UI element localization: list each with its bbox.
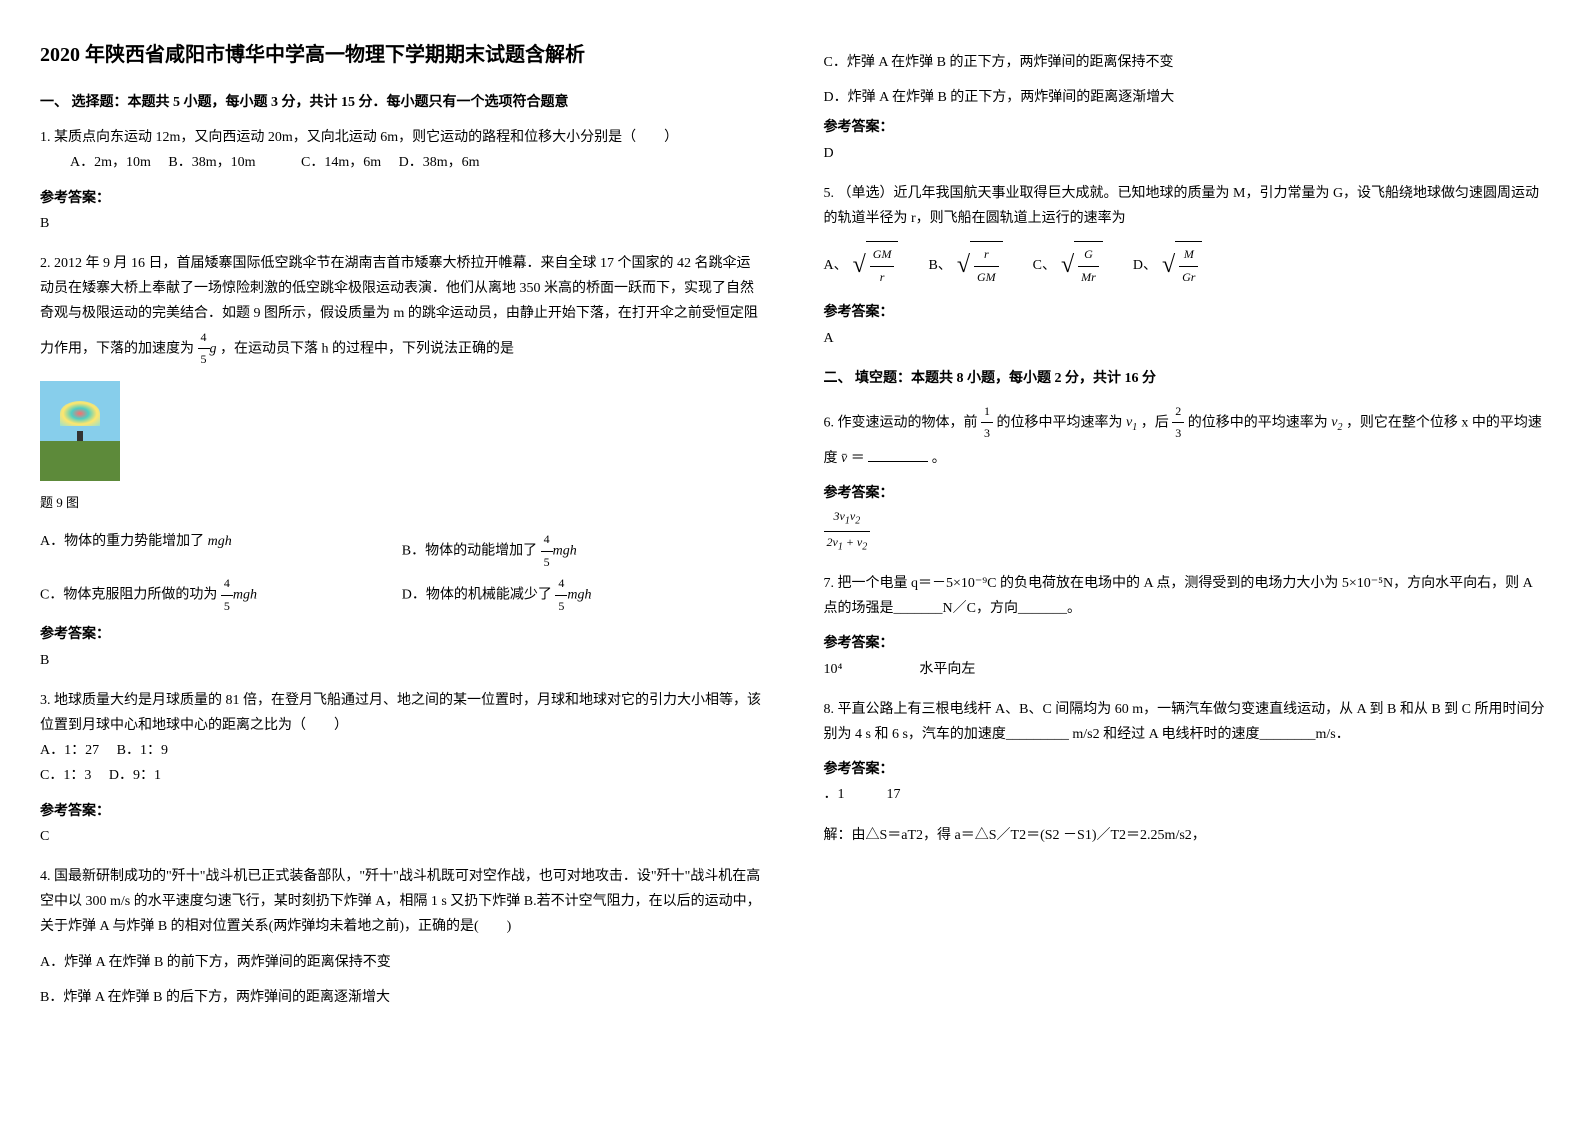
q3-option-d: D．9：1 xyxy=(109,768,161,783)
q7-answer-1: 10⁴ xyxy=(824,662,843,677)
q3-option-c: C．1：3 xyxy=(40,768,91,783)
section-2-header: 二、 填空题：本题共 8 小题，每小题 2 分，共计 16 分 xyxy=(824,366,1548,391)
q2-option-a: A．物体的重力势能增加了 xyxy=(40,534,204,549)
left-column: 2020 年陕西省咸阳市博华中学高一物理下学期期末试题含解析 一、 选择题：本题… xyxy=(40,40,764,1020)
q8-answer: ．1 17 xyxy=(824,782,1548,807)
q4-answer-label: 参考答案： xyxy=(824,115,1548,140)
q3-options: A．1：27 B．1：9 C．1：3 D．9：1 xyxy=(40,738,764,788)
q1-option-b: B．38m，10m xyxy=(168,155,255,170)
q8-answer-label: 参考答案： xyxy=(824,757,1548,782)
q6-text3: ，后 xyxy=(1141,415,1169,430)
question-1-text: 1. 某质点向东运动 12m，又向西运动 20m，又向北运动 6m，则它运动的路… xyxy=(40,125,764,150)
q1-answer: B xyxy=(40,211,764,236)
q2-image xyxy=(40,381,120,481)
question-8-text: 8. 平直公路上有三根电线杆 A、B、C 间隔均为 60 m，一辆汽车做匀变速直… xyxy=(824,697,1548,747)
question-5: 5. （单选）近几年我国航天事业取得巨大成就。已知地球的质量为 M，引力常量为 … xyxy=(824,181,1548,291)
q6-text2: 的位移中平均速率为 xyxy=(997,415,1123,430)
q4-answer: D xyxy=(824,141,1548,166)
q6-blank xyxy=(868,445,928,462)
question-1-options: A．2m，10m B．38m，10m C．14m，6m D．38m，6m xyxy=(70,150,764,175)
question-2: 2. 2012 年 9 月 16 日，首届矮寨国际低空跳伞节在湖南吉首市矮寨大桥… xyxy=(40,251,764,371)
document-title: 2020 年陕西省咸阳市博华中学高一物理下学期期末试题含解析 xyxy=(40,40,764,70)
q6-text6: ＝ xyxy=(851,451,865,466)
question-7: 7. 把一个电量 q＝－5×10⁻⁹C 的负电荷放在电场中的 A 点，测得受到的… xyxy=(824,571,1548,621)
q2-answer: B xyxy=(40,648,764,673)
q7-answer: 10⁴ 水平向左 xyxy=(824,657,1548,682)
q8-solution: 解：由△S＝aT2，得 a＝△S／T2＝(S2 －S1)／T2＝2.25m/s2… xyxy=(824,823,1548,848)
q5-option-c: C、 √GMr xyxy=(1033,241,1103,290)
parachute-icon xyxy=(60,401,100,426)
q2-optA-formula: mgh xyxy=(208,534,232,549)
question-7-text: 7. 把一个电量 q＝－5×10⁻⁹C 的负电荷放在电场中的 A 点，测得受到的… xyxy=(824,571,1548,621)
q1-option-d: D．38m，6m xyxy=(399,155,480,170)
q7-answer-2: 水平向左 xyxy=(919,662,975,677)
question-6: 6. 作变速运动的物体，前 13 的位移中平均速率为 v1 ，后 23 的位移中… xyxy=(824,401,1548,471)
q2-answer-label: 参考答案： xyxy=(40,622,764,647)
q6-text7: 。 xyxy=(932,451,946,466)
q6-answer-label: 参考答案： xyxy=(824,481,1548,506)
q6-answer: 3v1v22v1 + v2 xyxy=(824,506,1548,556)
question-2-text2: ，在运动员下落 h 的过程中，下列说法正确的是 xyxy=(220,341,514,356)
question-4: 4. 国最新研制成功的"歼十"战斗机已正式装备部队，"歼十"战斗机既可对空作战，… xyxy=(40,864,764,1010)
q2-image-caption: 题 9 图 xyxy=(40,491,764,514)
q5-option-b: B、 √rGM xyxy=(928,241,1002,290)
q1-option-c: C．14m，6m xyxy=(301,155,381,170)
section-1-header: 一、 选择题：本题共 5 小题，每小题 3 分，共计 15 分．每小题只有一个选… xyxy=(40,90,764,115)
question-3: 3. 地球质量大约是月球质量的 81 倍，在登月飞船通过月、地之间的某一位置时，… xyxy=(40,688,764,789)
q2-option-c: C．物体克服阻力所做的功为 xyxy=(40,588,217,603)
q7-answer-label: 参考答案： xyxy=(824,631,1548,656)
q4-option-d: D．炸弹 A 在炸弹 B 的正下方，两炸弹间的距离逐渐增大 xyxy=(824,85,1548,110)
question-5-text: 5. （单选）近几年我国航天事业取得巨大成就。已知地球的质量为 M，引力常量为 … xyxy=(824,181,1548,231)
question-4-text: 4. 国最新研制成功的"歼十"战斗机已正式装备部队，"歼十"战斗机既可对空作战，… xyxy=(40,864,764,940)
q4-option-a: A．炸弹 A 在炸弹 B 的前下方，两炸弹间的距离保持不变 xyxy=(40,950,764,975)
q3-answer-label: 参考答案： xyxy=(40,799,764,824)
q3-option-a: A．1：27 xyxy=(40,743,99,758)
question-8: 8. 平直公路上有三根电线杆 A、B、C 间隔均为 60 m，一辆汽车做匀变速直… xyxy=(824,697,1548,747)
q6-text4: 的位移中的平均速率为 xyxy=(1188,415,1328,430)
q6-text1: 6. 作变速运动的物体，前 xyxy=(824,415,978,430)
q2-fraction: 45 xyxy=(198,327,210,371)
q3-answer: C xyxy=(40,824,764,849)
q5-answer: A xyxy=(824,326,1548,351)
question-1: 1. 某质点向东运动 12m，又向西运动 20m，又向北运动 6m，则它运动的路… xyxy=(40,125,764,175)
q1-option-a: A．2m，10m xyxy=(70,155,151,170)
q4-option-c: C．炸弹 A 在炸弹 B 的正下方，两炸弹间的距离保持不变 xyxy=(824,50,1548,75)
q2-option-d: D．物体的机械能减少了 xyxy=(402,588,552,603)
right-column: C．炸弹 A 在炸弹 B 的正下方，两炸弹间的距离保持不变 D．炸弹 A 在炸弹… xyxy=(824,40,1548,1020)
q5-option-d: D、 √MGr xyxy=(1133,241,1203,290)
q2-option-b: B．物体的动能增加了 xyxy=(402,543,537,558)
q5-options: A、 √GMr B、 √rGM C、 √GMr D、 √MGr xyxy=(824,241,1548,290)
q4-option-b: B．炸弹 A 在炸弹 B 的后下方，两炸弹间的距离逐渐增大 xyxy=(40,985,764,1010)
q3-option-b: B．1：9 xyxy=(117,743,168,758)
q1-answer-label: 参考答案： xyxy=(40,186,764,211)
question-3-text: 3. 地球质量大约是月球质量的 81 倍，在登月飞船通过月、地之间的某一位置时，… xyxy=(40,688,764,738)
q5-option-a: A、 √GMr xyxy=(824,241,899,290)
q5-answer-label: 参考答案： xyxy=(824,300,1548,325)
q2-options: A．物体的重力势能增加了 mgh B．物体的动能增加了 45mgh C．物体克服… xyxy=(40,529,764,617)
